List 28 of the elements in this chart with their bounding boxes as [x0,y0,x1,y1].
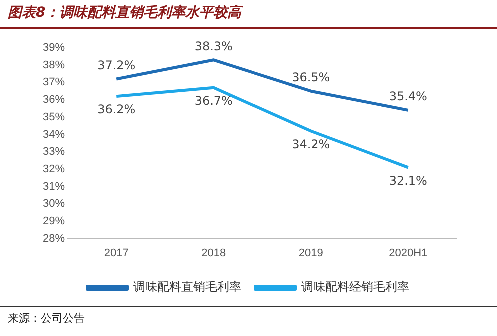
y-tick-label: 28% [42,232,66,245]
legend-label: 调味配料直销毛利率 [134,280,242,294]
y-tick-label: 29% [42,215,66,228]
y-tick-label: 31% [42,180,66,193]
x-tick-label: 2017 [104,247,129,260]
y-tick-label: 36% [42,94,66,106]
y-tick-label: 33% [42,146,66,158]
y-tick-label: 34% [42,128,66,141]
data-label: 36.5% [292,70,330,84]
y-tick-label: 39% [42,42,66,54]
x-tick-label: 2020H1 [389,247,428,260]
y-tick-label: 38% [42,59,66,72]
data-label: 35.4% [389,90,428,104]
y-tick-label: 32% [42,163,66,176]
y-tick-label: 37% [42,76,66,89]
data-label: 38.3% [194,39,233,54]
chart-title: 图表8：调味配料直销毛利率水平较高 [8,4,242,22]
legend-label: 调味配料经销毛利率 [302,280,410,294]
source-note: 来源：公司公告 [8,311,85,326]
data-label: 36.7% [194,94,233,108]
y-tick-label: 35% [42,111,66,124]
data-label: 36.2% [98,102,136,117]
y-tick-label: 30% [42,198,66,210]
data-label: 34.2% [292,137,330,152]
x-tick-label: 2019 [298,247,324,260]
x-tick-label: 2018 [202,247,226,260]
data-label: 37.2% [98,58,136,72]
data-label: 32.1% [389,174,428,188]
